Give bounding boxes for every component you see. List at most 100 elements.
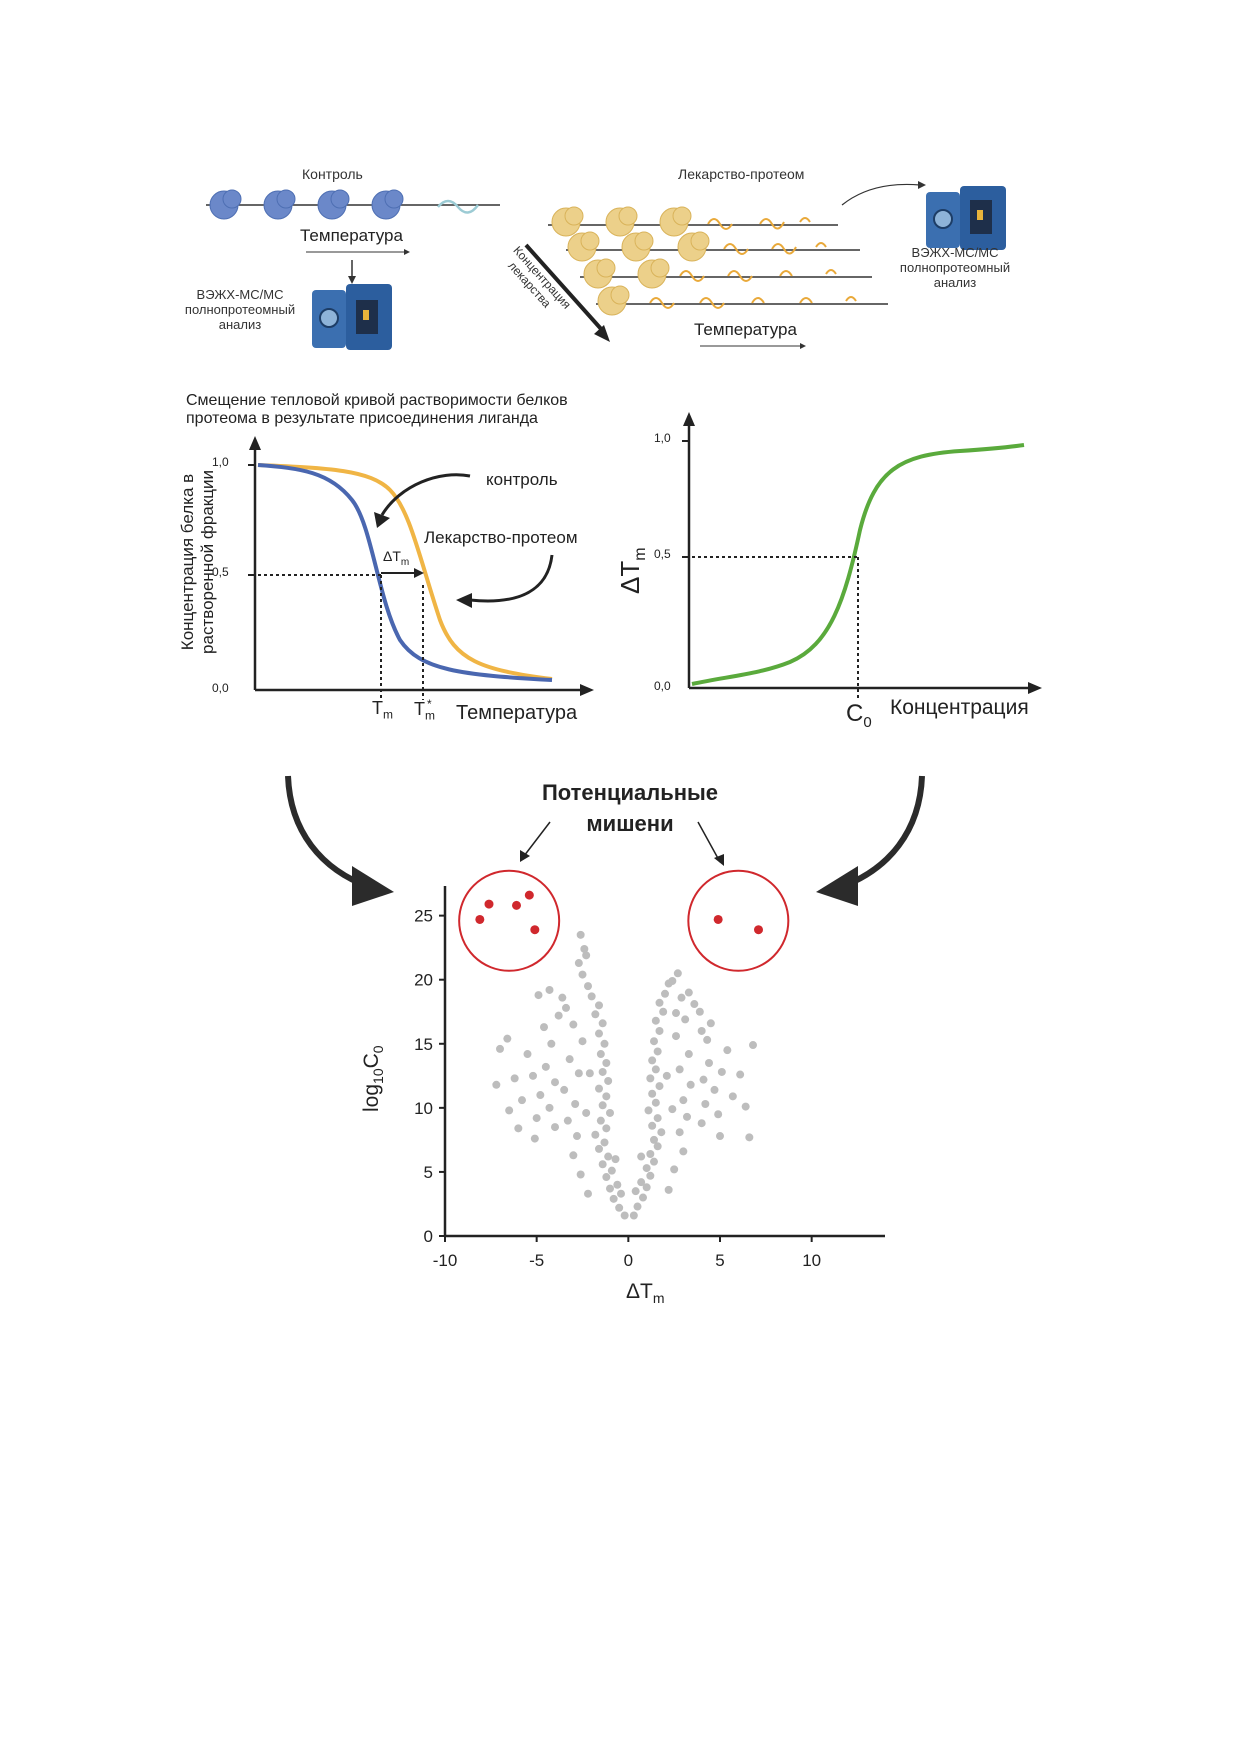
volcano-point	[540, 1023, 548, 1032]
volcano-point	[675, 1065, 684, 1074]
volcano-point	[584, 982, 592, 991]
volcano-ytick-label: 10	[414, 1099, 433, 1118]
unfolded-drug-protein-icons	[649, 217, 857, 309]
volcano-point	[565, 1055, 574, 1064]
volcano-point	[560, 1085, 569, 1094]
volcano-point	[642, 1164, 651, 1173]
dose-xlabel: Концентрация	[890, 696, 1029, 719]
volcano-point	[646, 1171, 655, 1180]
volcano-point	[695, 1007, 704, 1016]
volcano-point	[600, 1138, 609, 1147]
tm-star-label: Tm*	[414, 697, 435, 723]
volcano-point	[547, 1039, 556, 1048]
volcano-point	[648, 1056, 657, 1065]
volcano-point	[596, 1116, 605, 1125]
volcano-point	[585, 1069, 594, 1078]
volcano-point	[551, 1078, 559, 1087]
volcano-point	[578, 1037, 587, 1046]
left-targets-circle	[458, 869, 561, 972]
volcano-point	[595, 1001, 603, 1010]
volcano-xtick-label: -5	[529, 1251, 544, 1270]
volcano-point	[617, 1189, 625, 1198]
volcano-point	[576, 1170, 585, 1179]
volcano-point	[686, 1080, 695, 1089]
volcano-point	[571, 1100, 580, 1109]
volcano-point	[679, 1147, 688, 1156]
volcano-point	[574, 1069, 583, 1078]
target-point	[530, 925, 540, 935]
lcms-instrument-icon-right	[926, 186, 1006, 250]
volcano-point	[598, 1101, 607, 1110]
volcano-point	[576, 930, 585, 939]
lcms-instrument-icon-left	[312, 284, 392, 350]
volcano-point	[578, 970, 587, 979]
volcano-point	[650, 1037, 658, 1046]
volcano-point	[563, 1116, 572, 1125]
volcano-point	[673, 969, 682, 978]
volcano-point	[505, 1106, 514, 1115]
volcano-point	[662, 1071, 671, 1080]
volcano-point	[650, 1157, 658, 1166]
volcano-point	[736, 1070, 745, 1079]
volcano-point	[541, 1062, 550, 1071]
melt-ytick-05: 0,5	[212, 565, 229, 579]
volcano-point	[681, 1015, 690, 1024]
drug-annotation: Лекарство-протеом	[424, 528, 578, 547]
volcano-point	[672, 1009, 680, 1018]
target-point	[754, 925, 763, 935]
volcano-point	[604, 1076, 613, 1085]
volcano-point	[595, 1084, 603, 1093]
volcano-point	[503, 1034, 512, 1043]
volcano-point	[650, 1135, 658, 1144]
control-temperature-label: Температура	[300, 226, 403, 245]
volcano-point	[717, 1067, 726, 1076]
volcano-point	[587, 992, 596, 1001]
volcano-point	[584, 1189, 592, 1198]
volcano-point	[591, 1130, 600, 1139]
volcano-point	[582, 951, 591, 960]
dose-ytick-0: 0,0	[654, 679, 671, 693]
volcano-point	[534, 991, 543, 1000]
dose-ytick-05: 0,5	[654, 547, 671, 561]
volcano-point	[582, 1108, 591, 1117]
volcano-point	[679, 1096, 688, 1105]
volcano-point	[613, 1180, 622, 1189]
volcano-point	[637, 1152, 646, 1161]
volcano-point	[598, 1067, 607, 1076]
volcano-point	[580, 944, 589, 953]
drug-temperature-label: Температура	[694, 320, 797, 339]
volcano-point	[530, 1134, 539, 1143]
volcano-point	[716, 1132, 724, 1141]
volcano-point	[659, 1007, 668, 1016]
instrument-right-caption: ВЭЖХ-МС/МС полнопротеомный анализ	[899, 245, 1011, 290]
volcano-xlabel: ΔTm	[626, 1280, 665, 1307]
volcano-point	[697, 1026, 706, 1035]
volcano-point	[723, 1046, 732, 1055]
volcano-point	[675, 1128, 684, 1137]
volcano-point	[714, 1110, 723, 1119]
melt-xlabel: Температура	[456, 702, 578, 724]
melt-chart-heading: Смещение тепловой кривой растворимости б…	[186, 392, 568, 428]
volcano-xtick-label: -10	[433, 1251, 458, 1270]
volcano-point	[683, 1112, 691, 1121]
instrument-left-caption: ВЭЖХ-МС/МС полнопротеомный анализ	[184, 287, 296, 332]
volcano-point	[514, 1124, 523, 1133]
volcano-point	[642, 1183, 651, 1192]
volcano-point	[741, 1102, 750, 1111]
volcano-point	[510, 1074, 519, 1083]
target-point	[713, 914, 723, 924]
volcano-point	[615, 1203, 624, 1212]
volcano-point	[573, 1132, 581, 1141]
volcano-point	[602, 1059, 611, 1067]
volcano-ytick-label: 5	[424, 1163, 433, 1182]
volcano-point	[532, 1114, 541, 1123]
volcano-point	[607, 1166, 616, 1175]
volcano-point	[602, 1173, 611, 1182]
volcano-point	[710, 1085, 719, 1094]
volcano-point	[651, 1065, 660, 1074]
volcano-ytick-label: 15	[414, 1035, 433, 1054]
potential-targets-title: Потенциальные мишени	[541, 780, 719, 836]
